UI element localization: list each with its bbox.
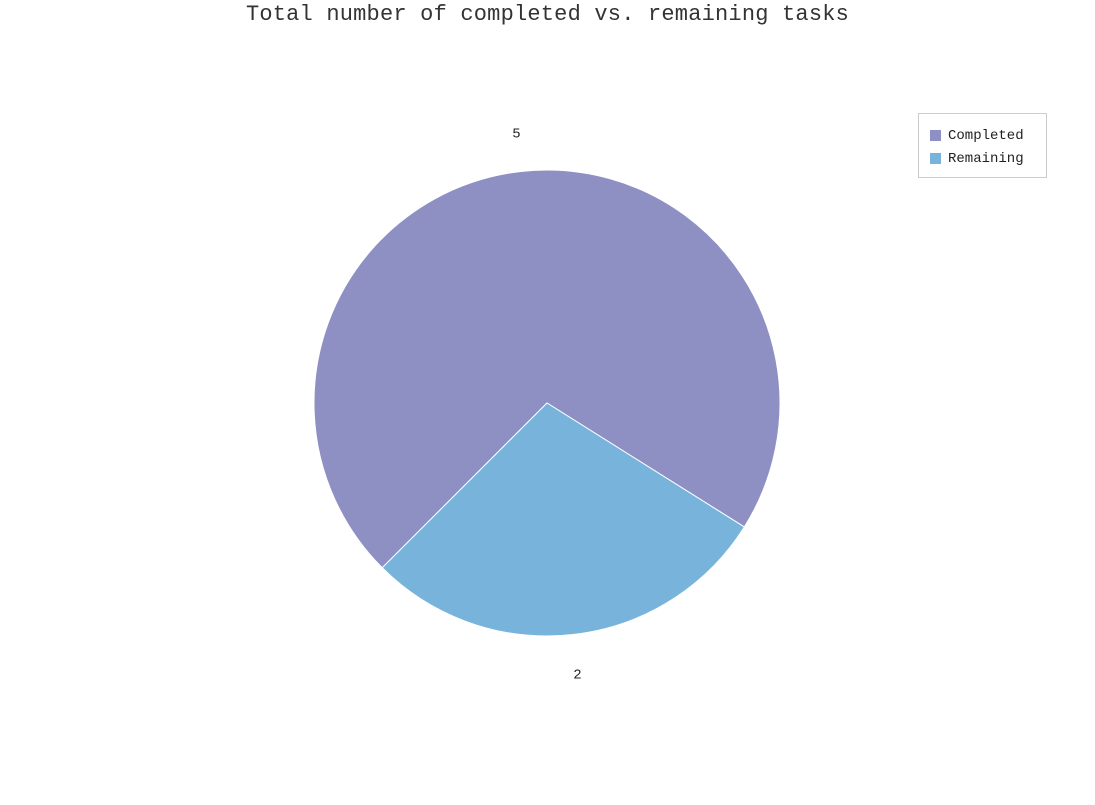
pie-slice-completed xyxy=(313,169,781,569)
legend-label-completed: Completed xyxy=(948,127,1024,144)
chart-title: Total number of completed vs. remaining … xyxy=(245,2,850,27)
pie-slice-remaining xyxy=(381,402,745,637)
data-label-remaining: 2 xyxy=(573,667,581,683)
legend-item-completed: Completed xyxy=(930,124,1046,147)
chart-legend: Completed Remaining xyxy=(918,113,1047,178)
legend-swatch-remaining xyxy=(930,153,941,164)
legend-item-remaining: Remaining xyxy=(930,147,1046,170)
legend-label-remaining: Remaining xyxy=(948,150,1024,167)
legend-swatch-completed xyxy=(930,130,941,141)
data-label-completed: 5 xyxy=(512,127,520,143)
